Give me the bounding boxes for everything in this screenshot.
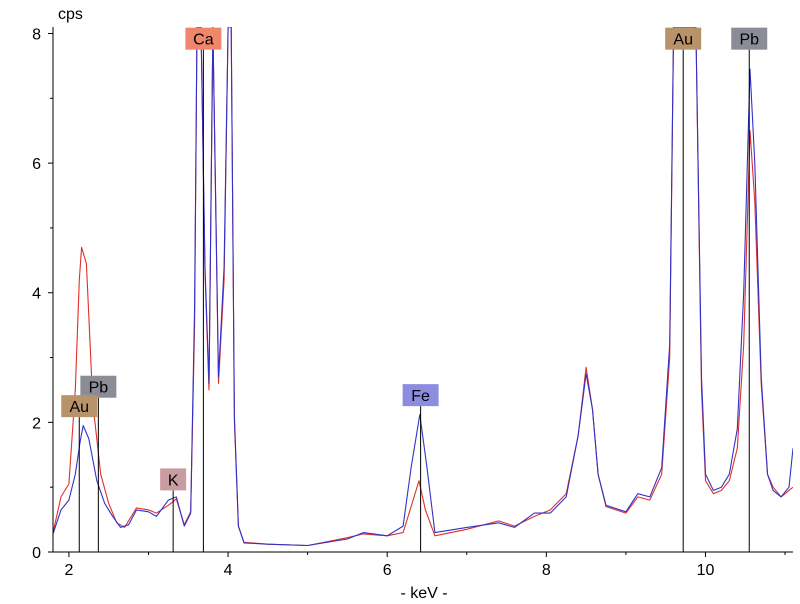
- y-tick-label-6: 6: [32, 156, 41, 173]
- x-tick-label-8: 8: [542, 562, 551, 579]
- series-layer: [53, 27, 793, 547]
- series-line-1: [53, 27, 793, 547]
- peak-marker-label-2: Au: [673, 32, 693, 49]
- x-tick-label-4: 4: [224, 562, 233, 579]
- x-axis-label: - keV -: [400, 585, 447, 602]
- peak-marker-label-5: Au: [69, 399, 89, 416]
- peak-marker-box-4: [80, 375, 117, 398]
- peak-marker-pb-3: Pb: [731, 27, 768, 552]
- peak-marker-label-3: Pb: [739, 32, 759, 49]
- peak-marker-box-3: [731, 27, 768, 50]
- y-tick-label-4: 4: [32, 286, 41, 303]
- peak-marker-label-1: Ca: [193, 32, 214, 49]
- peak-marker-box-5: [61, 395, 98, 418]
- x-tick-label-6: 6: [383, 562, 392, 579]
- peak-marker-k-7: K: [160, 468, 187, 552]
- peak-marker-ca-1: Ca: [185, 27, 222, 552]
- peak-marker-label-6: Fe: [411, 388, 430, 405]
- peak-marker-box-1: [185, 27, 222, 50]
- peak-marker-box-6: [402, 384, 439, 407]
- y-tick-label-2: 2: [32, 415, 41, 432]
- y-tick-label-0: 0: [32, 545, 41, 562]
- peak-marker-au-2: Au: [665, 27, 702, 552]
- peak-marker-box-7: [160, 468, 187, 491]
- peak-marker-label-7: K: [168, 472, 179, 489]
- axes: 2 4 6 8 10 0 2 4 6 8: [32, 26, 793, 579]
- x-tick-label-2: 2: [64, 562, 73, 579]
- peak-marker-au-5: Au: [61, 395, 98, 552]
- x-tick-label-10: 10: [697, 562, 715, 579]
- peak-marker-pb-4: Pb: [80, 375, 117, 552]
- peak-marker-label-4: Pb: [89, 380, 109, 397]
- y-axis-label: cps: [58, 6, 83, 23]
- series-line-2: [53, 27, 793, 547]
- peak-marker-box-2: [665, 27, 702, 50]
- peak-marker-fe-6: Fe: [402, 384, 439, 552]
- y-tick-label-8: 8: [32, 26, 41, 43]
